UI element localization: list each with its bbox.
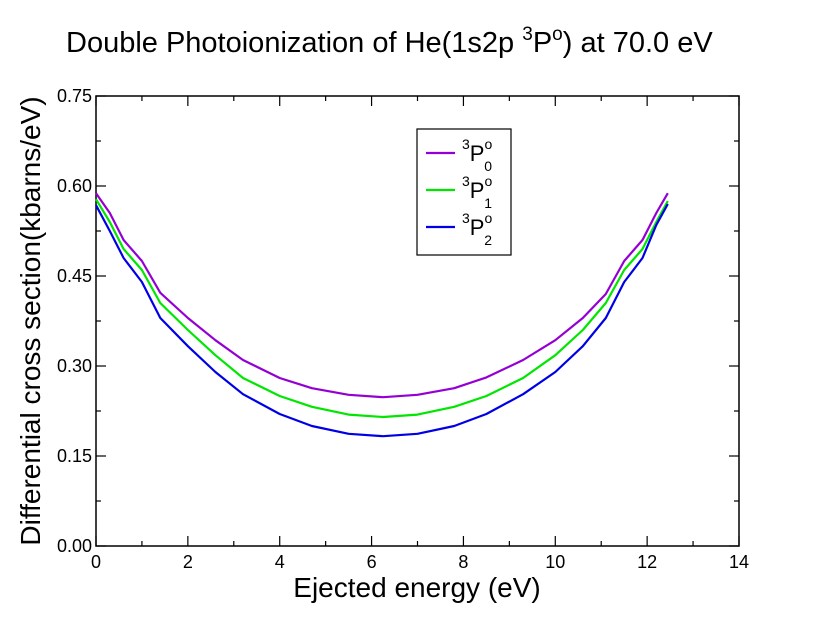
- x-tick-label: 12: [637, 552, 657, 572]
- series-line-3Po1: [95, 198, 669, 419]
- x-tick-label: 2: [183, 552, 193, 572]
- legend-label-3Po0: 3Po 0: [462, 136, 492, 174]
- legend-box: [416, 128, 512, 256]
- x-tick-label: 4: [275, 552, 285, 572]
- y-tick-label: 0.00: [57, 536, 92, 556]
- title-prefix: Double Photoionization of He(1s2p: [66, 27, 522, 59]
- chart-title: Double Photoionization of He(1s2p 3Po) a…: [66, 24, 713, 59]
- y-tick-label: 0.75: [57, 86, 92, 106]
- y-tick-label: 0.30: [57, 356, 92, 376]
- title-sup-left: 3: [522, 24, 533, 45]
- series-lines: [95, 192, 669, 438]
- x-axis-label: Ejected energy (eV): [293, 572, 540, 603]
- y-tick-label: 0.45: [57, 266, 92, 286]
- legend-label-3Po2: 3Po 2: [462, 210, 492, 248]
- x-tick-label: 6: [367, 552, 377, 572]
- title-sup-right: o: [552, 24, 563, 45]
- title-main: P: [533, 27, 552, 59]
- x-tick-label: 0: [91, 552, 101, 572]
- y-tick-label: 0.15: [57, 446, 92, 466]
- y-tick-labels: 0.00 0.15 0.30 0.45 0.60 0.75: [57, 86, 92, 556]
- axis-ticks: [95, 95, 740, 547]
- y-tick-label: 0.60: [57, 176, 92, 196]
- title-suffix: ) at 70.0 eV: [563, 27, 714, 59]
- x-tick-label: 8: [458, 552, 468, 572]
- x-tick-labels: 0 2 4 6 8 10 12 14: [91, 552, 749, 572]
- x-tick-label: 10: [545, 552, 565, 572]
- series-line-3Po0: [95, 192, 669, 399]
- y-axis-label: Differential cross section(kbarns/eV): [15, 96, 46, 545]
- x-tick-label: 14: [729, 552, 749, 572]
- legend-label-3Po1: 3Po 1: [462, 173, 492, 211]
- series-line-3Po2: [95, 203, 669, 438]
